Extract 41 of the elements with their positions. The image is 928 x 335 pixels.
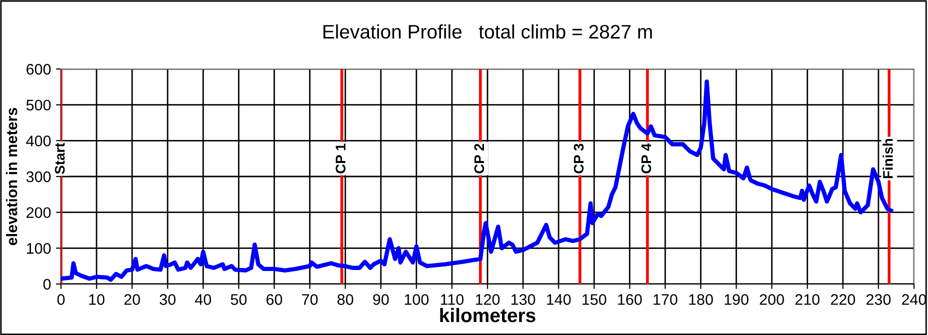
- x-axis-title: kilometers: [440, 308, 536, 322]
- y-axis-title: elevation in meters: [6, 108, 18, 246]
- ref-line-label: CP 4: [641, 143, 652, 174]
- x-tick-label: 50: [230, 294, 247, 305]
- ref-line-label: Start: [54, 142, 65, 174]
- x-tick-label: 40: [195, 294, 212, 305]
- x-tick-label: 30: [160, 294, 176, 305]
- y-tick-label: 600: [26, 64, 51, 75]
- x-tick-label: 120: [476, 294, 500, 305]
- x-tick-label: 90: [373, 294, 389, 305]
- x-tick-label: 220: [830, 294, 856, 305]
- y-tick-label: 500: [26, 100, 51, 111]
- x-tick-label: 10: [89, 294, 104, 305]
- x-tick-label: 200: [760, 294, 784, 305]
- y-tick-label: 300: [26, 171, 51, 182]
- x-tick-label: 240: [902, 294, 926, 305]
- y-tick-label: 0: [43, 278, 51, 290]
- x-tick-label: 100: [404, 294, 429, 305]
- x-tick-label: 130: [511, 294, 536, 305]
- ref-line-label: CP 2: [474, 144, 484, 174]
- x-tick-label: 60: [266, 294, 282, 305]
- x-tick-label: 160: [618, 294, 642, 305]
- y-tick-label: 200: [26, 207, 51, 218]
- ref-line-label: CP 3: [574, 144, 584, 174]
- x-tick-label: 230: [866, 294, 891, 305]
- x-tick-label: 140: [547, 294, 571, 305]
- x-tick-label: 170: [654, 294, 678, 305]
- chart-title: Elevation Profile total climb = 2827 m: [323, 24, 652, 39]
- x-tick-label: 80: [338, 294, 354, 305]
- x-tick-label: 20: [124, 294, 140, 305]
- y-tick-label: 400: [26, 136, 51, 146]
- ref-line-label: CP 1: [336, 144, 346, 174]
- x-tick-label: 0: [57, 294, 65, 305]
- x-tick-label: 180: [689, 294, 713, 305]
- x-tick-label: 70: [302, 294, 318, 305]
- ref-line-label: Finish: [882, 138, 893, 178]
- x-tick-label: 110: [440, 294, 464, 305]
- x-tick-label: 150: [582, 294, 606, 305]
- y-tick-label: 100: [26, 243, 51, 254]
- x-tick-label: 190: [724, 294, 748, 305]
- x-tick-label: 210: [795, 294, 820, 305]
